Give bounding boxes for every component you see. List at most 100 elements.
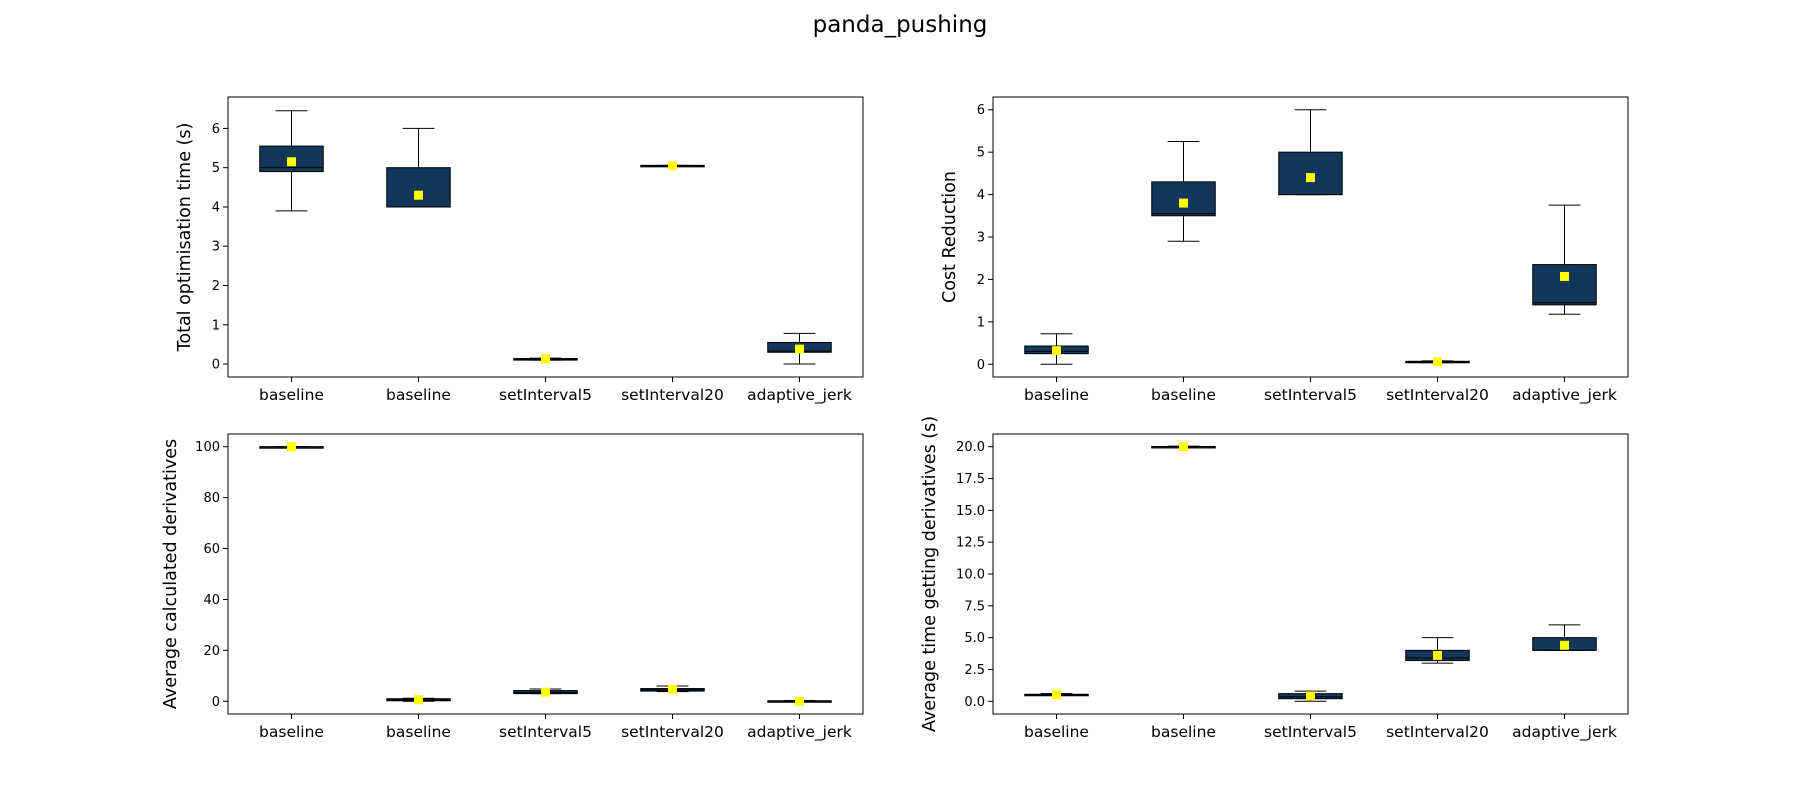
x-tick-label: adaptive_jerk — [747, 723, 852, 742]
y-tick-label: 6 — [212, 122, 220, 137]
subplot-1: 0 1 2 3 4 5 6 Total optimisation time (s) baseli… — [175, 96, 864, 405]
box-adaptive_jerk — [1532, 204, 1597, 315]
mean-marker — [541, 687, 550, 697]
box-baseline — [1151, 141, 1216, 242]
mean-marker — [1179, 442, 1188, 452]
y-tick-label: 6 — [977, 103, 985, 118]
y-tick-label: 15.0 — [956, 504, 985, 519]
y-tick-label: 0 — [212, 358, 220, 373]
y-tick-label: 2.5 — [964, 663, 985, 678]
x-tick-label: baseline — [259, 723, 324, 741]
x-tick-label: baseline — [1024, 723, 1089, 741]
y-tick-label: 17.5 — [956, 472, 985, 487]
x-tick-label: baseline — [1151, 386, 1216, 404]
mean-marker — [1306, 173, 1315, 183]
mean-marker — [1433, 357, 1442, 367]
axes-frame — [227, 433, 864, 715]
subplot-2: 0 1 2 3 4 5 6 Cost Reduction baseline baseline set… — [940, 96, 1629, 405]
mean-marker — [1560, 271, 1569, 281]
y-tick-label: 1 — [977, 315, 985, 330]
y-tick-label: 0 — [977, 358, 985, 373]
mean-marker — [414, 190, 423, 200]
box-baseline — [386, 695, 451, 705]
subplot-3: 0 20 40 60 80 100 Average calculated derivativ… — [161, 433, 864, 742]
y-tick-label: 0 — [212, 695, 220, 710]
y-axis-label: Average calculated derivatives — [161, 439, 181, 709]
x-tick-label: adaptive_jerk — [1512, 723, 1617, 742]
x-tick-label: setInterval20 — [1386, 723, 1489, 741]
x-tick-label: baseline — [386, 723, 451, 741]
box-adaptive_jerk — [1532, 624, 1597, 651]
box-baseline — [259, 110, 324, 212]
box-setInterval5 — [513, 687, 578, 697]
x-tick-label: adaptive_jerk — [747, 386, 852, 405]
mean-marker — [541, 354, 550, 364]
mean-marker — [795, 696, 804, 706]
mean-marker — [414, 695, 423, 705]
y-tick-label: 10.0 — [956, 568, 985, 583]
box-baseline — [1024, 333, 1089, 365]
y-tick-label: 40 — [203, 593, 220, 608]
x-tick-label: setInterval5 — [499, 723, 592, 741]
box-adaptive_jerk — [767, 332, 832, 365]
mean-marker — [1052, 346, 1061, 356]
iqr-box — [386, 167, 451, 208]
x-tick-label: setInterval20 — [621, 386, 724, 404]
x-tick-label: baseline — [1024, 386, 1089, 404]
box-setInterval20 — [640, 161, 705, 171]
y-axis-label: Average time getting derivatives (s) — [920, 416, 940, 732]
box-baseline — [1151, 442, 1216, 452]
y-tick-label: 80 — [203, 491, 220, 506]
subplot-4: 0.0 2.5 5.0 7.5 10.0 12.5 15.0 17.5 20.0 Average … — [920, 416, 1629, 742]
y-tick-label: 20 — [203, 644, 220, 659]
y-axis-label: Cost Reduction — [940, 171, 960, 303]
y-tick-label: 5 — [977, 146, 985, 161]
box-setInterval5 — [1278, 690, 1343, 702]
y-tick-label: 2 — [212, 279, 220, 294]
figure-title: panda_pushing — [812, 12, 988, 38]
y-tick-label: 4 — [212, 200, 220, 215]
mean-marker — [1179, 198, 1188, 208]
mean-marker — [668, 684, 677, 694]
box-setInterval20 — [1405, 357, 1470, 367]
box-setInterval20 — [640, 684, 705, 694]
y-axis-label: Total optimisation time (s) — [175, 123, 195, 353]
y-tick-label: 3 — [977, 231, 985, 246]
y-tick-label: 5 — [212, 161, 220, 176]
y-tick-label: 7.5 — [964, 599, 985, 614]
y-tick-label: 4 — [977, 188, 985, 203]
y-tick-label: 5.0 — [964, 631, 985, 646]
box-adaptive_jerk — [767, 696, 832, 706]
mean-marker — [668, 161, 677, 171]
x-tick-label: adaptive_jerk — [1512, 386, 1617, 405]
axes-frame — [227, 96, 864, 378]
x-tick-label: baseline — [1151, 723, 1216, 741]
y-tick-label: 20.0 — [956, 440, 985, 455]
y-tick-label: 1 — [212, 318, 220, 333]
mean-marker — [287, 157, 296, 167]
box-baseline — [386, 127, 451, 208]
x-tick-label: baseline — [386, 386, 451, 404]
x-tick-label: setInterval20 — [621, 723, 724, 741]
y-tick-label: 2 — [977, 273, 985, 288]
x-tick-label: baseline — [259, 386, 324, 404]
x-tick-label: setInterval20 — [1386, 386, 1489, 404]
mean-marker — [1433, 650, 1442, 660]
mean-marker — [1560, 640, 1569, 650]
y-tick-label: 100 — [195, 440, 220, 455]
mean-marker — [1052, 690, 1061, 700]
y-tick-label: 0.0 — [964, 695, 985, 710]
y-tick-label: 12.5 — [956, 536, 985, 551]
mean-marker — [1306, 691, 1315, 701]
y-tick-label: 60 — [203, 542, 220, 557]
mean-marker — [287, 442, 296, 452]
iqr-box — [1532, 264, 1597, 306]
box-baseline — [1024, 690, 1089, 700]
x-tick-label: setInterval5 — [1264, 386, 1357, 404]
box-setInterval5 — [1278, 109, 1343, 196]
box-setInterval20 — [1405, 637, 1470, 664]
axes-frame — [992, 433, 1629, 715]
box-setInterval5 — [513, 354, 578, 364]
x-tick-label: setInterval5 — [1264, 723, 1357, 741]
